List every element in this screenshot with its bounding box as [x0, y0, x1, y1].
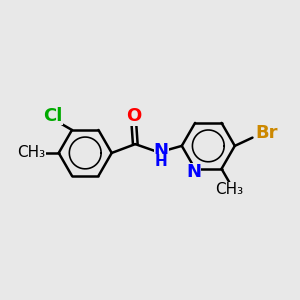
Text: O: O	[126, 107, 141, 125]
Text: CH₃: CH₃	[18, 146, 46, 160]
Text: CH₃: CH₃	[216, 182, 244, 197]
Text: Br: Br	[255, 124, 278, 142]
Text: N: N	[154, 142, 169, 160]
Text: H: H	[155, 154, 168, 169]
Text: Cl: Cl	[44, 107, 63, 125]
Text: N: N	[186, 163, 201, 181]
